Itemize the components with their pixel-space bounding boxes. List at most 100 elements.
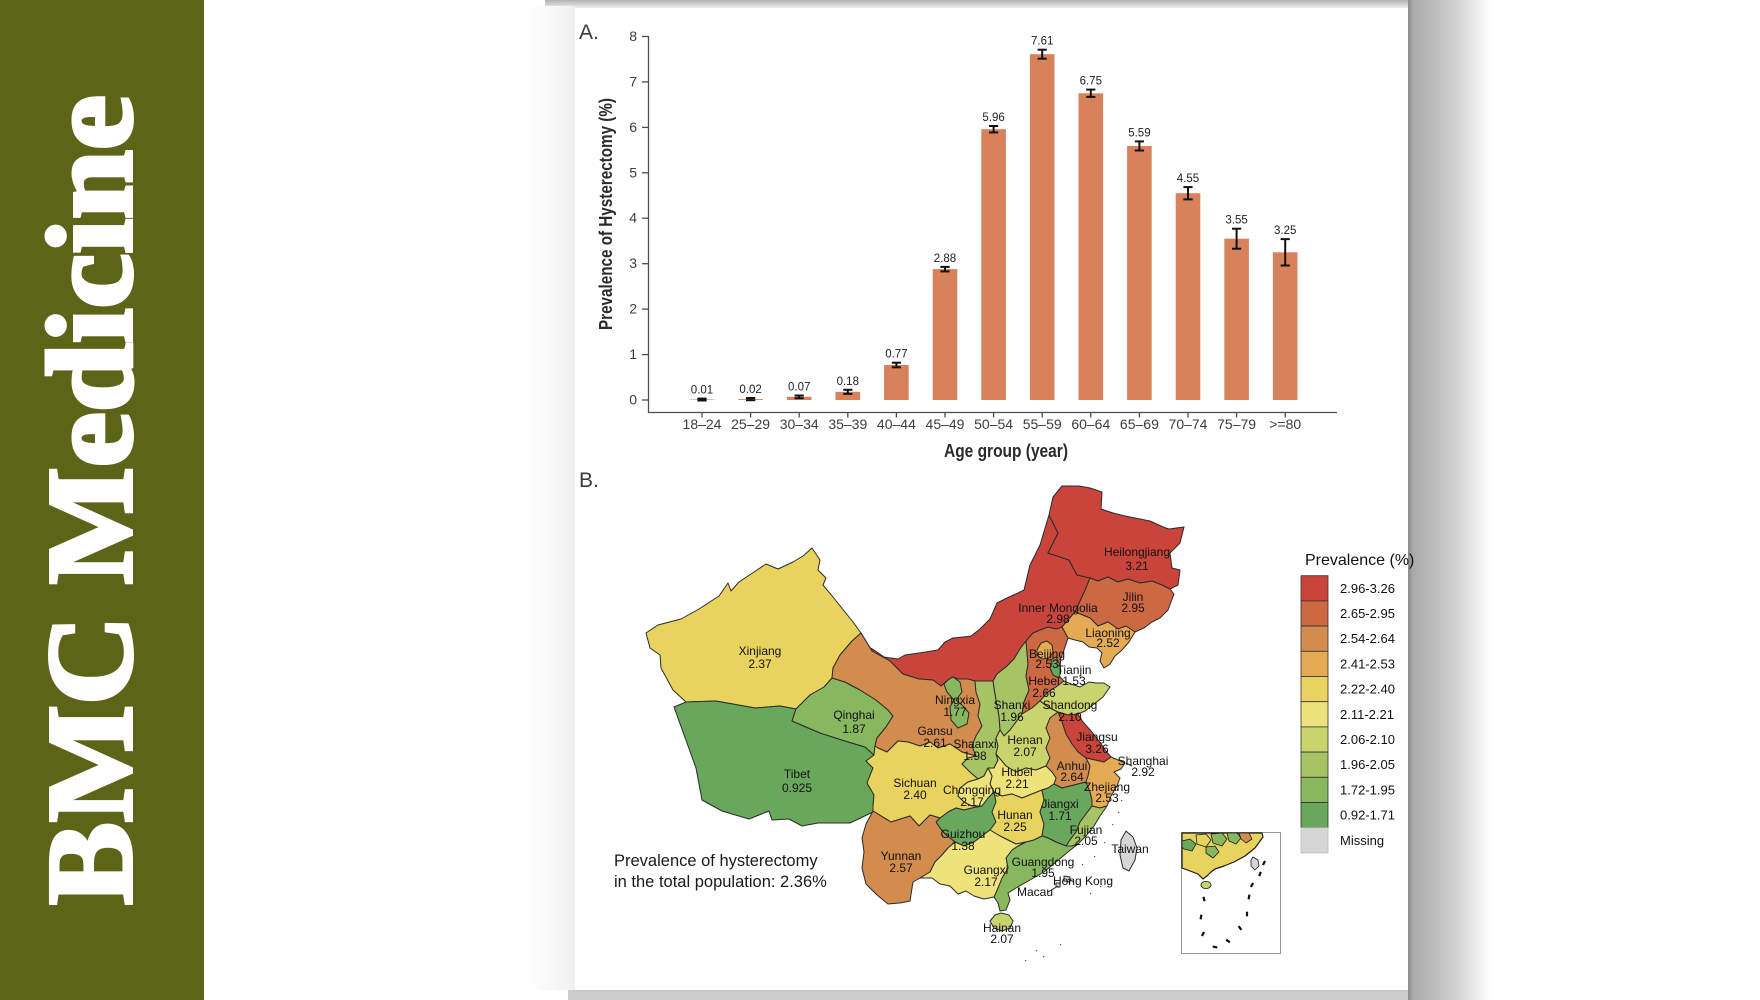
svg-text:1: 1 xyxy=(629,346,637,362)
svg-text:Prevalence of hysterectomy: Prevalence of hysterectomy xyxy=(614,852,818,870)
svg-text:Liaoning: Liaoning xyxy=(1085,626,1130,640)
svg-text:0.925: 0.925 xyxy=(782,781,812,795)
svg-text:2.37: 2.37 xyxy=(748,657,772,671)
svg-text:3.55: 3.55 xyxy=(1225,215,1247,227)
svg-text:1.96: 1.96 xyxy=(1000,710,1024,724)
svg-text:7: 7 xyxy=(629,73,637,89)
svg-text:Prevalence of Hysterectomy (%): Prevalence of Hysterectomy (%) xyxy=(596,98,616,330)
svg-text:Tianjin: Tianjin xyxy=(1057,663,1092,677)
svg-text:2.41-2.53: 2.41-2.53 xyxy=(1340,656,1395,671)
svg-text:25–29: 25–29 xyxy=(731,416,770,432)
svg-text:3.26: 3.26 xyxy=(1085,742,1109,756)
svg-text:Xinjiang: Xinjiang xyxy=(739,644,782,658)
svg-text:18–24: 18–24 xyxy=(683,416,722,432)
svg-text:2.88: 2.88 xyxy=(934,253,956,265)
svg-text:0.92-1.71: 0.92-1.71 xyxy=(1340,808,1395,823)
svg-text:1.96-2.05: 1.96-2.05 xyxy=(1340,757,1395,772)
svg-text:Jiangsu: Jiangsu xyxy=(1076,730,1117,744)
svg-text:2.40: 2.40 xyxy=(903,788,927,802)
svg-text:2.92: 2.92 xyxy=(1131,765,1155,779)
svg-text:7.61: 7.61 xyxy=(1031,36,1053,48)
svg-text:1.77: 1.77 xyxy=(943,705,967,719)
svg-text:1.98: 1.98 xyxy=(963,749,987,763)
svg-text:2.17: 2.17 xyxy=(960,795,984,809)
svg-text:2.61: 2.61 xyxy=(923,736,947,750)
svg-text:2.22-2.40: 2.22-2.40 xyxy=(1340,682,1395,697)
svg-text:Chongqing: Chongqing xyxy=(943,783,1001,797)
svg-text:Shaanxi: Shaanxi xyxy=(953,737,996,751)
svg-text:2.98: 2.98 xyxy=(1046,612,1070,626)
svg-text:2.11-2.21: 2.11-2.21 xyxy=(1340,707,1394,722)
svg-text:Zhejiang: Zhejiang xyxy=(1084,780,1130,794)
svg-text:Hubei: Hubei xyxy=(1001,765,1032,779)
svg-text:Jiangxi: Jiangxi xyxy=(1041,797,1078,811)
svg-text:Sichuan: Sichuan xyxy=(893,776,936,790)
svg-text:Jilin: Jilin xyxy=(1123,590,1144,604)
svg-text:2.95: 2.95 xyxy=(1121,601,1145,615)
svg-text:>=80: >=80 xyxy=(1269,416,1301,432)
svg-text:2.21: 2.21 xyxy=(1005,777,1029,791)
svg-text:2.64: 2.64 xyxy=(1060,770,1084,784)
svg-text:BMC Medicine: BMC Medicine xyxy=(23,95,158,905)
svg-text:in the total population: 2.36%: in the total population: 2.36% xyxy=(614,873,827,891)
svg-text:2.96-3.26: 2.96-3.26 xyxy=(1340,581,1395,596)
svg-text:2.25: 2.25 xyxy=(1003,820,1027,834)
svg-text:Ningxia: Ningxia xyxy=(935,693,975,707)
svg-text:5.59: 5.59 xyxy=(1128,127,1150,139)
svg-text:3.25: 3.25 xyxy=(1274,225,1296,237)
svg-text:Guangdong: Guangdong xyxy=(1012,855,1075,869)
svg-text:Missing: Missing xyxy=(1340,833,1384,848)
svg-text:A.: A. xyxy=(579,21,599,44)
svg-text:Age group (year): Age group (year) xyxy=(944,441,1068,461)
svg-text:Taiwan: Taiwan xyxy=(1111,842,1148,856)
svg-text:2.07: 2.07 xyxy=(1013,745,1037,759)
svg-text:0.77: 0.77 xyxy=(885,349,907,361)
svg-text:40–44: 40–44 xyxy=(877,416,916,432)
svg-text:2.52: 2.52 xyxy=(1096,636,1120,650)
svg-text:2.17: 2.17 xyxy=(974,875,998,889)
svg-text:Hunan: Hunan xyxy=(997,808,1032,822)
svg-text:Guizhou: Guizhou xyxy=(941,827,986,841)
svg-text:Prevalence (%): Prevalence (%) xyxy=(1305,552,1414,569)
svg-text:Shanghai: Shanghai xyxy=(1118,754,1169,768)
svg-text:2.10: 2.10 xyxy=(1058,710,1082,724)
svg-text:1.72-1.95: 1.72-1.95 xyxy=(1340,782,1395,797)
svg-text:2.57: 2.57 xyxy=(889,861,913,875)
svg-text:Beijing: Beijing xyxy=(1029,647,1065,661)
svg-text:Yunnan: Yunnan xyxy=(881,849,922,863)
svg-text:Hainan: Hainan xyxy=(983,921,1021,935)
svg-text:2.06-2.10: 2.06-2.10 xyxy=(1340,732,1395,747)
svg-text:60–64: 60–64 xyxy=(1071,416,1110,432)
svg-text:1.53: 1.53 xyxy=(1062,674,1086,688)
svg-text:0.02: 0.02 xyxy=(739,384,761,396)
svg-text:Qinghai: Qinghai xyxy=(833,708,874,722)
svg-text:4.55: 4.55 xyxy=(1177,173,1199,185)
svg-text:B.: B. xyxy=(579,469,599,492)
svg-text:70–74: 70–74 xyxy=(1169,416,1208,432)
svg-text:2.05: 2.05 xyxy=(1074,834,1098,848)
svg-text:2.54-2.64: 2.54-2.64 xyxy=(1340,631,1395,646)
svg-text:5.96: 5.96 xyxy=(982,112,1004,124)
svg-text:Anhui: Anhui xyxy=(1057,759,1088,773)
svg-text:5: 5 xyxy=(629,164,637,180)
svg-text:0.18: 0.18 xyxy=(837,376,859,388)
svg-text:2.53: 2.53 xyxy=(1095,791,1119,805)
svg-text:6.75: 6.75 xyxy=(1080,76,1102,88)
svg-text:Heilongjiang: Heilongjiang xyxy=(1104,545,1170,559)
svg-text:8: 8 xyxy=(629,28,637,44)
svg-text:1.87: 1.87 xyxy=(842,722,866,736)
svg-text:30–34: 30–34 xyxy=(780,416,819,432)
svg-text:2.53: 2.53 xyxy=(1035,657,1059,671)
svg-text:50–54: 50–54 xyxy=(974,416,1013,432)
svg-text:Hong Kong: Hong Kong xyxy=(1053,874,1113,888)
svg-text:2.66: 2.66 xyxy=(1032,686,1056,700)
svg-text:2.07: 2.07 xyxy=(990,932,1014,946)
svg-text:55–59: 55–59 xyxy=(1023,416,1062,432)
svg-text:Hebei: Hebei xyxy=(1028,674,1059,688)
svg-text:Shanxi: Shanxi xyxy=(994,698,1031,712)
svg-text:2: 2 xyxy=(629,301,637,317)
svg-text:1.95: 1.95 xyxy=(1031,866,1055,880)
svg-text:1.38: 1.38 xyxy=(951,839,975,853)
svg-text:Guangxi: Guangxi xyxy=(964,863,1009,877)
svg-text:Henan: Henan xyxy=(1007,733,1042,747)
